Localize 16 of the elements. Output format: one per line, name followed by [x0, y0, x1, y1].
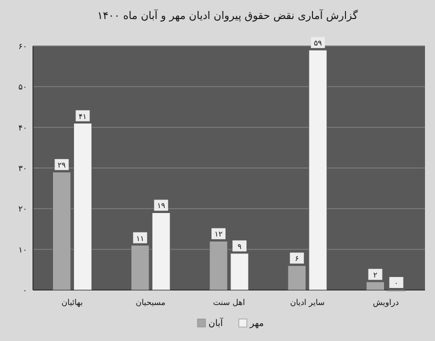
- legend-label: مهر: [248, 319, 264, 329]
- y-tick-label: ۰: [22, 286, 27, 295]
- x-tick-label: سایر ادیان: [290, 298, 326, 307]
- y-tick-label: ۱۰: [18, 245, 27, 254]
- x-tick-label: مسیحیان: [136, 298, 166, 307]
- legend: آبان مهر: [197, 318, 264, 329]
- y-tick-label: ۵۰: [18, 82, 27, 92]
- x-tick-label: دراویش: [372, 298, 400, 307]
- y-tick-label: ۳۰: [18, 164, 27, 173]
- y-tick-label: ۶۰: [18, 42, 27, 51]
- x-tick-label: اهل سنت: [212, 298, 246, 307]
- y-tick-label: ۴۰: [18, 123, 27, 132]
- y-tick-label: ۲۰: [18, 204, 27, 214]
- legend-label: آبان: [208, 317, 224, 329]
- chart-title: گزارش آماری نقض حقوق پیروان ادیان مهر و آبان ماه ۱۴۰۰: [97, 9, 358, 22]
- x-tick-label: بهائیان: [62, 298, 83, 307]
